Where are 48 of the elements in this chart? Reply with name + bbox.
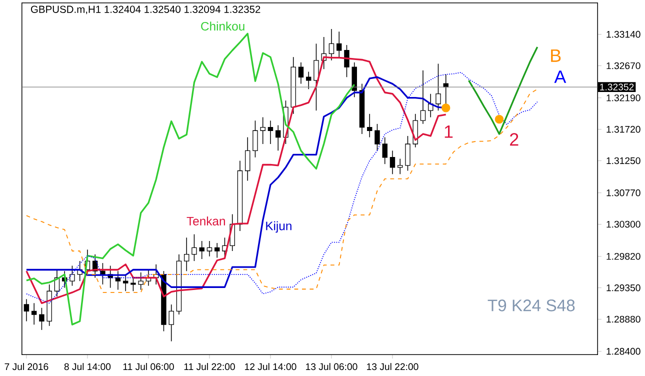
- candlestick: [122, 274, 128, 292]
- x-tick-label: 8 Jul 14:00: [64, 363, 111, 370]
- x-tick-label: 12 Jul 14:00: [245, 363, 296, 370]
- candlestick: [306, 71, 312, 90]
- y-tick-label: 1.29820: [606, 253, 640, 260]
- y-tick-label: 1.29350: [606, 284, 640, 292]
- annotation: T9 K24 S48: [488, 300, 575, 312]
- candlestick: [31, 302, 37, 326]
- chart-title: GBPUSD.m,H1 1.32404 1.32540 1.32094 1.32352: [30, 6, 260, 14]
- candlestick: [184, 237, 190, 272]
- series-label: A: [554, 70, 566, 84]
- ref-line-label: 1.32352: [600, 84, 634, 91]
- y-tick-label: 1.31720: [606, 126, 640, 133]
- series-label: Kijun: [266, 221, 292, 233]
- candlestick: [336, 31, 342, 59]
- y-tick-label: 1.30300: [606, 220, 640, 228]
- candlestick: [328, 28, 334, 61]
- x-tick-label: 13 Jul 22:00: [367, 363, 418, 370]
- x-tick-label: 11 Jul 22:00: [184, 363, 235, 370]
- x-tick-label: 13 Jul 06:00: [306, 363, 358, 370]
- x-tick-label: 11 Jul 06:00: [123, 363, 174, 370]
- candlestick: [244, 137, 250, 182]
- y-tick-label: 1.28400: [606, 348, 640, 355]
- candlestick: [298, 62, 304, 84]
- candlestick: [206, 240, 212, 257]
- y-tick-label: 1.33140: [606, 31, 640, 38]
- y-tick-label: 1.28880: [606, 316, 640, 323]
- series-label: Tenkan: [186, 216, 225, 226]
- y-tick-label: 1.32670: [606, 62, 640, 70]
- y-tick-label: 1.32190: [606, 94, 640, 102]
- candlestick: [420, 70, 426, 124]
- y-tick-label: 1.30770: [606, 190, 640, 196]
- candlestick: [268, 120, 274, 144]
- series-label: B: [551, 50, 561, 62]
- series-label: Chinkou: [201, 22, 244, 31]
- candlestick: [390, 150, 396, 175]
- x-tick-label: 7 Jul 2016: [4, 363, 48, 370]
- annotation: 2: [510, 133, 518, 146]
- candlestick: [359, 84, 365, 134]
- candlestick: [314, 43, 319, 112]
- candlestick: [214, 242, 220, 258]
- candlestick: [367, 114, 372, 138]
- candlestick: [398, 158, 403, 175]
- candlestick: [275, 124, 281, 152]
- candlestick: [260, 116, 266, 144]
- annotation: 1: [444, 126, 453, 138]
- y-tick-label: 1.31250: [606, 157, 640, 164]
- candlestick: [237, 160, 243, 232]
